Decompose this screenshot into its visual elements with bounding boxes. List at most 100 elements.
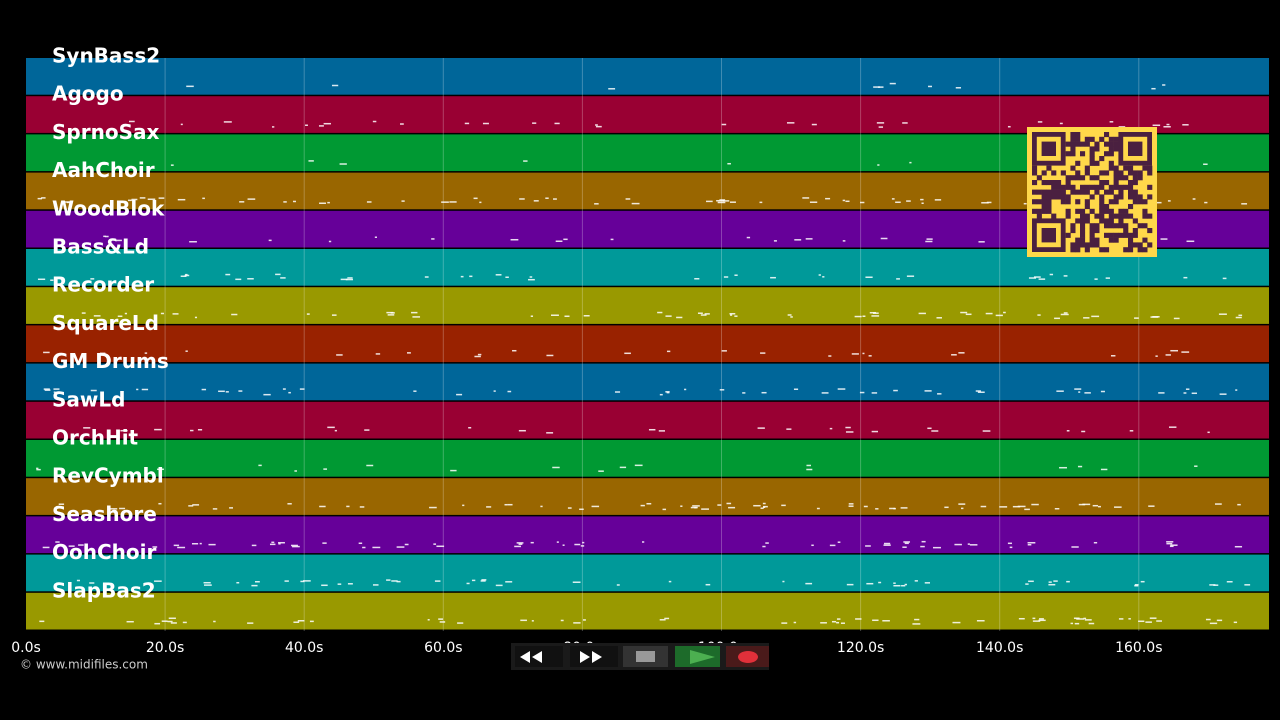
stop-button[interactable] — [623, 646, 668, 667]
qr-cell — [1080, 141, 1086, 147]
note — [37, 197, 42, 200]
qr-cell — [1089, 160, 1095, 166]
note — [271, 126, 275, 128]
qr-cell — [1099, 156, 1105, 162]
note — [567, 507, 572, 509]
note — [936, 317, 942, 319]
qr-cell — [1075, 136, 1081, 142]
note — [1168, 426, 1177, 428]
note — [726, 502, 732, 505]
note — [729, 313, 736, 315]
qr-cell — [1099, 136, 1105, 142]
qr-cell — [1108, 189, 1114, 195]
note — [529, 276, 533, 278]
note — [594, 203, 599, 205]
note — [848, 503, 854, 505]
note — [914, 618, 920, 621]
note — [1207, 431, 1210, 434]
notes — [36, 82, 1251, 625]
note — [469, 275, 473, 278]
qr-cell — [1065, 180, 1071, 186]
note — [782, 580, 785, 583]
qr-cell — [1099, 218, 1105, 224]
note — [36, 468, 41, 471]
note — [1219, 393, 1227, 395]
note — [531, 620, 534, 622]
note — [659, 619, 666, 621]
qr-cell — [1046, 194, 1052, 200]
note — [44, 389, 51, 391]
note — [981, 202, 989, 204]
note — [366, 201, 372, 203]
note — [951, 354, 957, 356]
note — [514, 545, 521, 548]
note — [1234, 545, 1243, 548]
note — [1031, 503, 1039, 506]
note — [1092, 504, 1098, 507]
note — [37, 278, 46, 281]
qr-cell — [1094, 242, 1100, 248]
note — [229, 507, 234, 509]
qr-cell — [1070, 228, 1076, 234]
note — [1233, 621, 1238, 624]
qr-cell — [1089, 151, 1095, 157]
note — [662, 508, 667, 511]
note — [404, 543, 409, 546]
note — [1049, 273, 1054, 276]
qr-cell — [1084, 213, 1090, 219]
qr-cell — [1080, 228, 1086, 234]
note — [786, 122, 795, 124]
qr-cell — [1118, 175, 1124, 181]
note — [375, 353, 381, 355]
note — [90, 278, 95, 280]
note — [1056, 390, 1064, 392]
note — [236, 581, 240, 584]
note — [1054, 507, 1060, 510]
note — [920, 198, 924, 201]
qr-cell — [1104, 218, 1110, 224]
note — [1007, 125, 1011, 128]
note — [116, 239, 122, 242]
note — [1163, 126, 1171, 128]
play-button[interactable] — [675, 646, 720, 667]
qr-cell — [1099, 208, 1105, 214]
note — [883, 544, 891, 546]
note — [552, 466, 560, 469]
qr-cell — [1075, 170, 1081, 176]
note — [225, 391, 229, 393]
qr-cell — [1104, 189, 1110, 195]
note — [1222, 277, 1227, 280]
qr-cell — [1032, 208, 1038, 214]
note — [719, 389, 725, 391]
record-button[interactable] — [726, 646, 769, 667]
note — [540, 505, 543, 508]
qr-cell — [1104, 151, 1110, 157]
note — [1048, 581, 1052, 583]
qr-cell — [1041, 170, 1047, 176]
note — [868, 355, 872, 357]
qr-cell — [1075, 247, 1081, 253]
qr-cell — [1089, 184, 1095, 190]
qr-cell — [1041, 194, 1047, 200]
qr-cell — [1132, 242, 1138, 248]
qr-cell — [1089, 136, 1095, 142]
note — [925, 240, 933, 243]
qr-cell — [1104, 223, 1110, 229]
note — [545, 197, 549, 199]
track-label: RevCymbl — [52, 464, 164, 488]
qr-cell — [1070, 165, 1076, 171]
note — [1158, 392, 1165, 394]
rewind-button[interactable] — [515, 646, 563, 667]
note — [1038, 619, 1046, 622]
note — [191, 542, 199, 545]
qr-cell — [1056, 189, 1062, 195]
note — [806, 464, 811, 467]
note — [1073, 617, 1080, 619]
forward-button[interactable] — [570, 646, 618, 667]
note — [880, 237, 888, 240]
note — [646, 502, 652, 505]
track-label: Recorder — [52, 273, 154, 297]
qr-cell — [1070, 242, 1076, 248]
qr-cell — [1089, 242, 1095, 248]
note — [139, 197, 146, 199]
